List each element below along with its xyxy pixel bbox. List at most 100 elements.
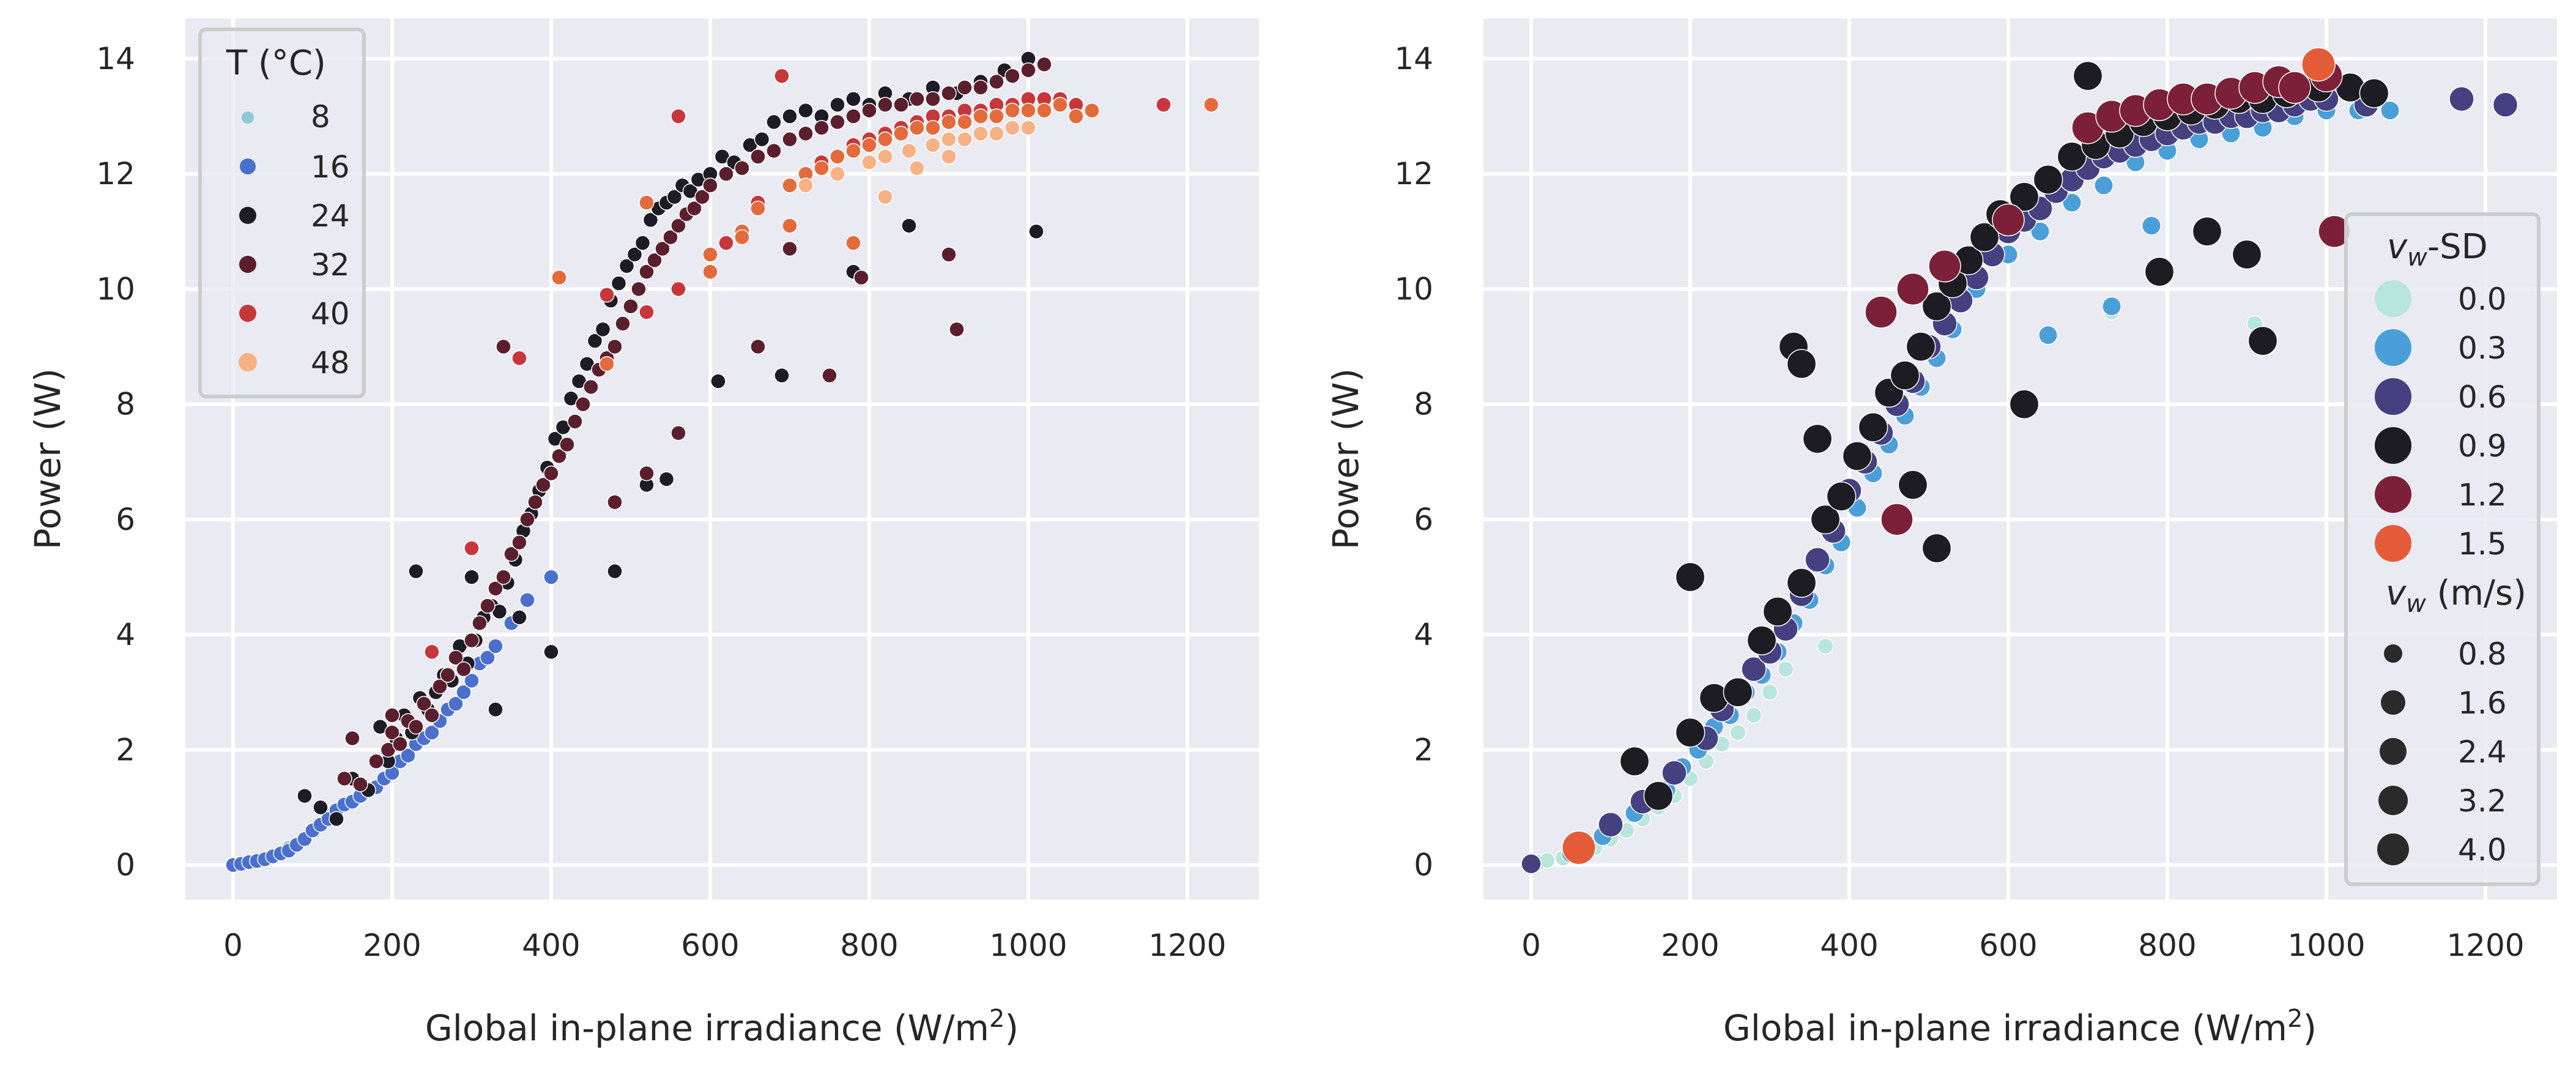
left-xticks: 0 200 400 600 800 1000 1200 — [223, 928, 1227, 963]
data-point — [861, 154, 877, 171]
left-legend-title: T (°C) — [226, 43, 326, 83]
data-point — [2278, 71, 2311, 104]
data-point — [456, 684, 472, 700]
data-point — [1036, 102, 1052, 119]
data-point — [587, 333, 603, 349]
data-point — [663, 229, 678, 245]
data-point — [631, 281, 647, 297]
data-point — [1890, 360, 1920, 390]
legend-size-swatch-0.8 — [2384, 644, 2402, 663]
data-point — [989, 73, 1004, 90]
data-point — [750, 338, 766, 355]
data-point — [344, 730, 360, 747]
data-point — [941, 114, 957, 130]
data-point — [448, 649, 464, 666]
data-point — [1084, 102, 1100, 119]
data-point — [336, 770, 352, 787]
data-point — [694, 189, 710, 205]
left-y-axis-label: Power (W) — [27, 368, 69, 550]
data-point — [2009, 389, 2040, 419]
data-point — [488, 638, 503, 654]
legend-size-swatch-4.0 — [2377, 833, 2409, 865]
data-point — [408, 563, 424, 580]
data-point — [782, 108, 798, 124]
data-point — [853, 269, 869, 286]
data-point — [1028, 223, 1044, 239]
legend-label-8: 8 — [311, 99, 330, 135]
data-point — [1921, 533, 1952, 564]
data-point — [634, 235, 651, 251]
legend-label-16: 16 — [311, 149, 350, 185]
data-point — [670, 218, 686, 234]
y-tick-label: 0 — [1414, 848, 1433, 883]
data-point — [639, 304, 655, 320]
data-point — [658, 471, 675, 487]
data-point — [2094, 175, 2114, 195]
data-point — [798, 102, 814, 119]
data-point — [718, 235, 734, 251]
data-point — [1052, 97, 1068, 113]
data-point — [1858, 412, 1888, 442]
data-point — [384, 725, 400, 740]
data-point — [2492, 92, 2518, 117]
data-point — [877, 131, 893, 147]
data-point — [611, 275, 627, 291]
data-point — [901, 143, 917, 159]
data-point — [543, 569, 559, 585]
data-point — [718, 166, 734, 182]
data-point — [511, 350, 527, 367]
legend-hue-swatch-1.2 — [2375, 476, 2411, 513]
data-point — [488, 581, 503, 597]
data-point — [1203, 97, 1219, 113]
y-tick-label: 14 — [96, 41, 135, 76]
data-point — [893, 97, 909, 113]
data-point — [1805, 546, 1830, 573]
data-point — [973, 108, 989, 124]
data-point — [909, 91, 925, 107]
data-point — [2232, 239, 2262, 270]
data-point — [551, 448, 567, 464]
legend-size-swatch-1.6 — [2381, 690, 2405, 715]
x-tick-label: 1000 — [989, 928, 1067, 963]
data-point — [949, 321, 965, 337]
data-point — [1675, 717, 1706, 748]
data-point — [639, 264, 655, 280]
data-point — [464, 632, 480, 649]
x-tick-label: 400 — [1820, 928, 1878, 963]
y-tick-label: 2 — [116, 732, 135, 767]
y-tick-label: 12 — [96, 156, 135, 192]
data-point — [702, 177, 718, 193]
data-point — [655, 240, 670, 257]
data-point — [639, 195, 655, 211]
right-legend-size-title: vw (m/s) — [2386, 573, 2526, 618]
data-point — [1921, 291, 1952, 321]
data-point — [1865, 296, 1898, 329]
data-point — [782, 131, 798, 147]
data-point — [642, 212, 659, 228]
right-yticks: 0 2 4 6 8 10 12 14 — [1394, 41, 1433, 883]
data-point — [1745, 707, 1762, 724]
data-point — [750, 149, 766, 165]
data-point — [480, 598, 496, 614]
data-point — [575, 396, 591, 412]
data-point — [670, 108, 686, 124]
y-tick-label: 6 — [1414, 502, 1433, 537]
legend-hue-label-1.5: 1.5 — [2458, 526, 2507, 562]
x-tick-label: 200 — [363, 928, 421, 963]
data-point — [408, 718, 424, 735]
data-point — [1741, 656, 1767, 682]
legend-label-40: 40 — [311, 296, 350, 332]
data-point — [626, 247, 643, 263]
data-point — [925, 137, 941, 153]
legend-swatch-48 — [239, 353, 257, 371]
legend-hue-label-1.2: 1.2 — [2458, 477, 2507, 513]
data-point — [1036, 56, 1052, 73]
data-point — [647, 252, 663, 269]
data-point — [583, 379, 599, 395]
data-point — [941, 131, 957, 147]
data-point — [432, 679, 448, 695]
legend-hue-swatch-0.3 — [2375, 329, 2411, 366]
data-point — [845, 143, 861, 159]
y-tick-label: 0 — [116, 848, 135, 883]
